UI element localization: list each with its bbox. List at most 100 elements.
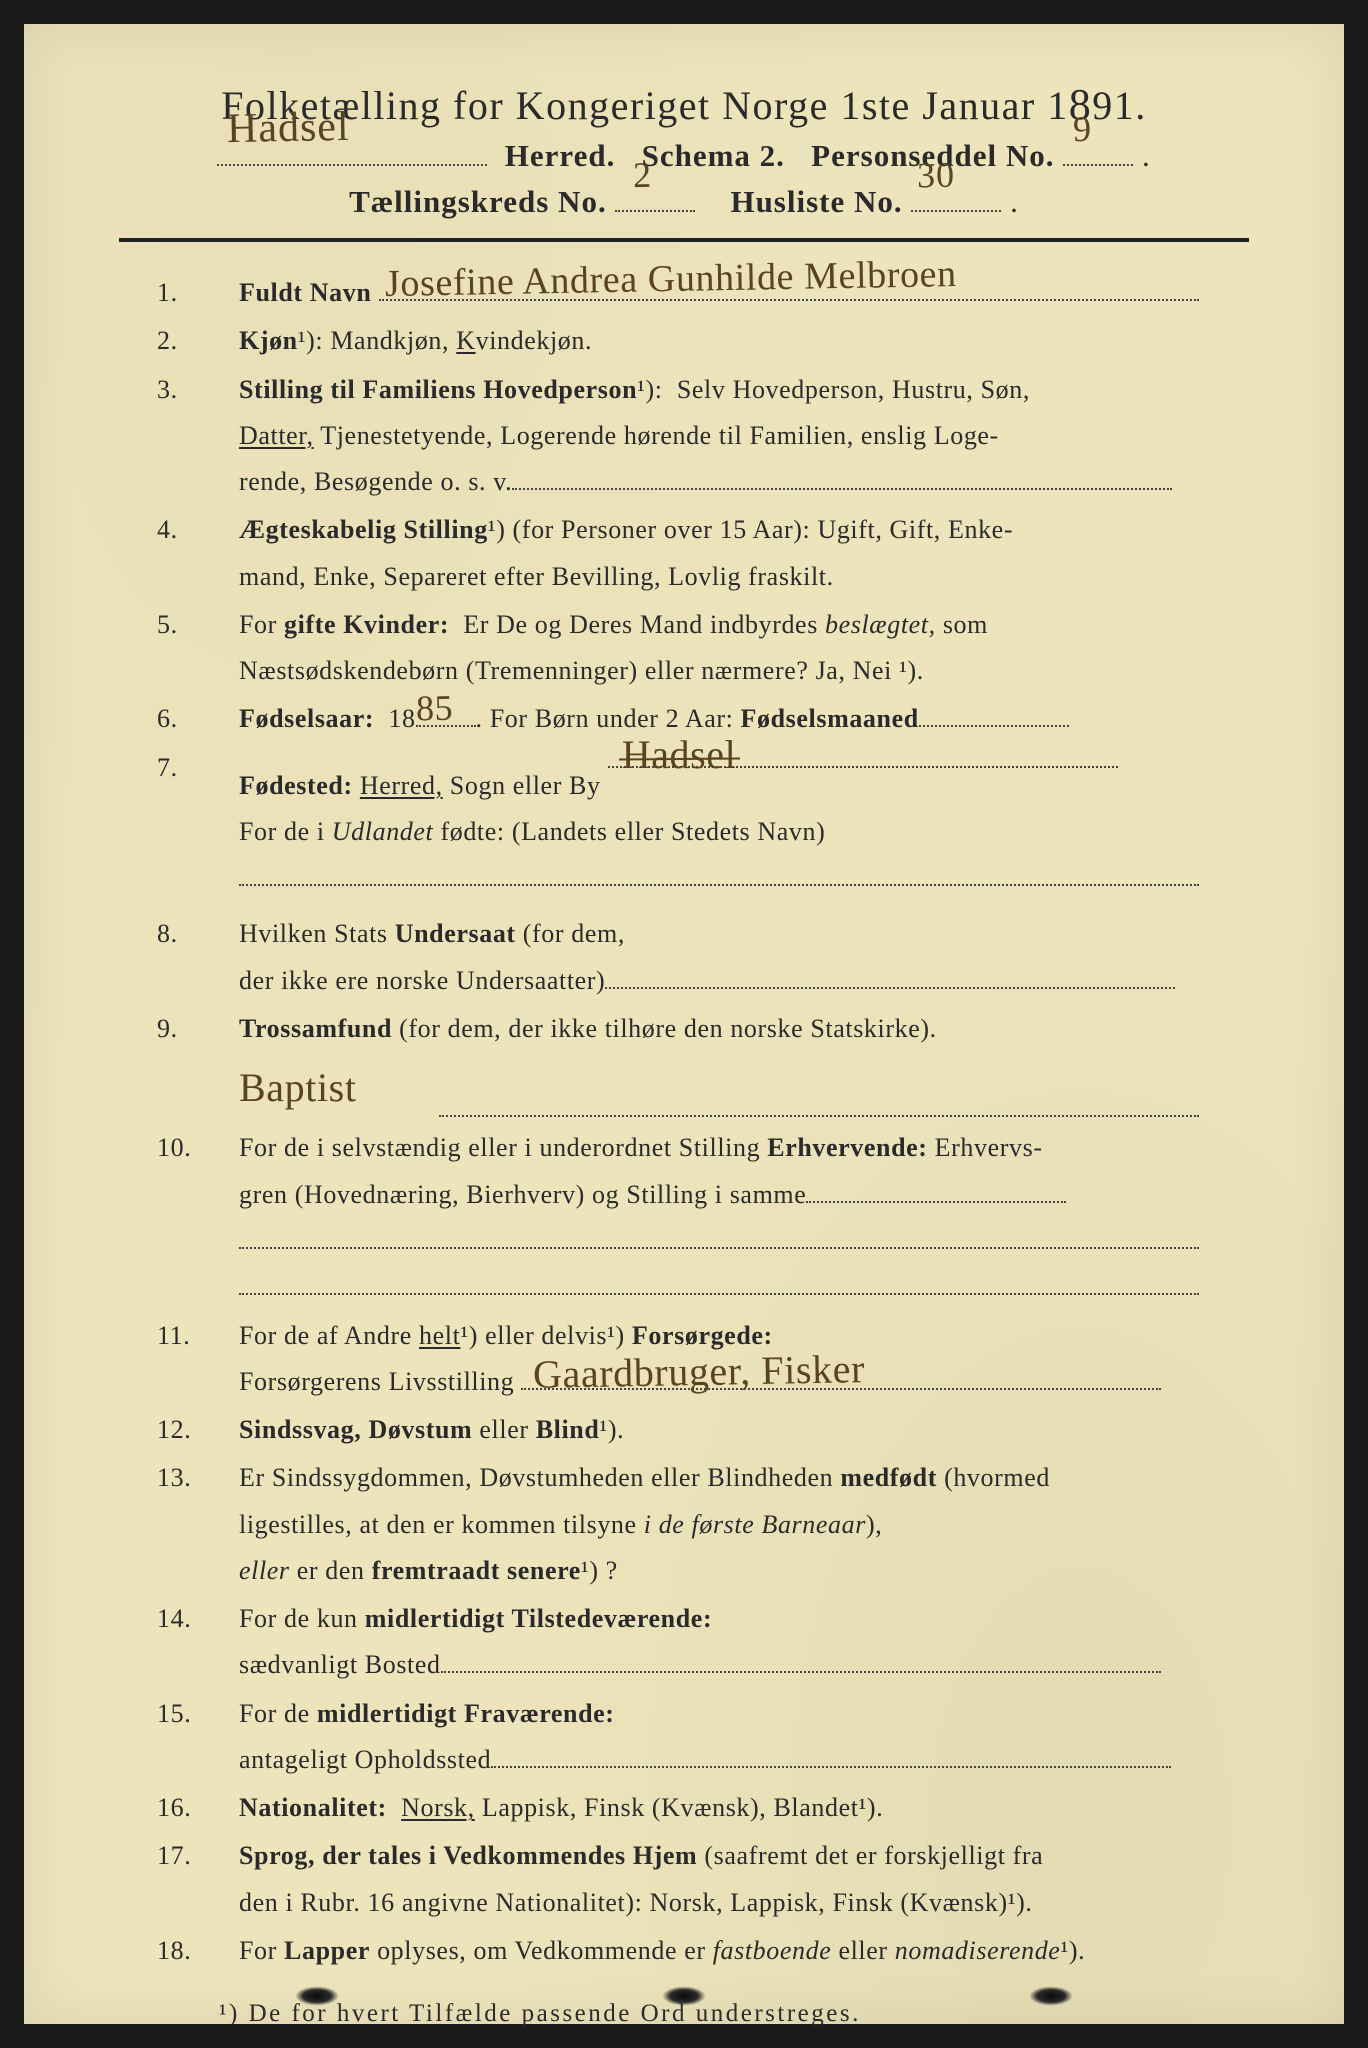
hand-husliste: 30	[917, 154, 956, 197]
item-8-l1: Hvilken Stats	[239, 919, 395, 948]
item-4-l1: Ugift, Gift, Enke-	[817, 515, 1013, 544]
item-11-sel: helt	[419, 1321, 460, 1350]
item-1: Fuldt Navn Josefine Andrea Gunhilde Melb…	[119, 270, 1249, 316]
item-13-em: i de første Barneaar	[644, 1510, 866, 1539]
item-7-label: Fødested:	[239, 771, 353, 800]
header-rule	[119, 238, 1249, 242]
item-2-sel: K	[456, 326, 475, 355]
item-13-l1a: Er Sindssygdommen, Døvstumheden eller Bl…	[239, 1463, 840, 1492]
item-17-l1: (saafremt det er forskjelligt fra	[697, 1841, 1043, 1870]
item-16-rest: Lappisk, Finsk (Kvænsk), Blandet¹).	[475, 1793, 884, 1822]
husliste-label: Husliste No.	[730, 184, 902, 219]
item-10-l2: gren (Hovednæring, Bierhverv) og Stillin…	[239, 1180, 806, 1209]
item-2-opt1: Mandkjøn,	[330, 326, 456, 355]
item-4: Ægteskabelig Stilling¹) (for Personer ov…	[119, 507, 1249, 600]
item-7-l2em: Udlandet	[332, 817, 434, 846]
item-7: Fødested: Herred, Sogn eller By Hadsel F…	[119, 745, 1249, 902]
item-18-l1b: oplyses, om Vedkommende er	[370, 1936, 713, 1965]
item-18-em1: fastboende	[713, 1936, 832, 1965]
schema-label: Schema 2.	[642, 138, 785, 173]
herred-fill: Hadsel	[217, 138, 487, 166]
item-6-fill: 85	[416, 704, 476, 727]
item-12: Sindssvag, Døvstum eller Blind¹).	[119, 1407, 1249, 1453]
hole-icon	[1029, 1986, 1073, 2006]
item-5: For gifte Kvinder: Er De og Deres Mand i…	[119, 602, 1249, 695]
item-15-l1: For de	[239, 1699, 317, 1728]
item-10-fill3	[239, 1273, 1199, 1295]
item-18-sup: ¹).	[1060, 1936, 1085, 1965]
item-11-sup: ¹)	[460, 1321, 478, 1350]
item-16-label: Nationalitet:	[239, 1793, 387, 1822]
item-9: Trossamfund (for dem, der ikke tilhøre d…	[119, 1006, 1249, 1123]
kreds-label: Tællingskreds No.	[349, 184, 607, 219]
item-9-label: Trossamfund	[239, 1014, 392, 1043]
item-5-l1: Er De og Deres Mand indbyrdes	[463, 610, 825, 639]
item-8: Hvilken Stats Undersaat (for dem, der ik…	[119, 911, 1249, 1004]
item-10-l1b: Erhvervs-	[928, 1133, 1043, 1162]
item-10-label: Erhvervende:	[767, 1133, 927, 1162]
item-18: For Lapper oplyses, om Vedkommende er fa…	[119, 1928, 1249, 1974]
item-15-fill	[491, 1746, 1171, 1768]
item-12-sup: ¹).	[599, 1415, 624, 1444]
item-2-note: ¹):	[298, 326, 323, 355]
item-5-em: beslægtet,	[825, 610, 936, 639]
item-5-label: gifte Kvinder:	[284, 610, 449, 639]
item-7-l2a: For de i	[239, 817, 332, 846]
herred-label: Herred.	[505, 138, 616, 173]
item-14-l1: For de kun	[239, 1604, 365, 1633]
item-14-l2: sædvanligt Bosted	[239, 1650, 441, 1679]
item-1-label: Fuldt Navn	[239, 278, 371, 307]
item-12-label2: Blind	[536, 1415, 600, 1444]
item-11: For de af Andre helt¹) eller delvis¹) Fo…	[119, 1313, 1249, 1406]
item-7-fill: Hadsel	[608, 745, 1118, 768]
item-12-label: Sindssvag, Døvstum	[239, 1415, 472, 1444]
item-16: Nationalitet: Norsk, Lappisk, Finsk (Kvæ…	[119, 1785, 1249, 1831]
item-13-l2b: ),	[866, 1510, 882, 1539]
item-9-l1: (for dem, der ikke tilhøre den norske St…	[392, 1014, 937, 1043]
item-3-l1: Selv Hovedperson, Hustru, Søn,	[677, 375, 1030, 404]
hole-icon	[295, 1986, 339, 2006]
item-4-l2: mand, Enke, Separeret efter Bevilling, L…	[239, 562, 834, 591]
census-form-page: Folketælling for Kongeriget Norge 1ste J…	[24, 24, 1344, 2024]
item-10-fill	[806, 1181, 1066, 1203]
item-12-post: eller	[472, 1415, 535, 1444]
hand-religion: Baptist	[239, 1065, 357, 1110]
item-8-label: Undersaat	[395, 919, 516, 948]
item-1-fill: Josefine Andrea Gunhilde Melbroen	[379, 278, 1199, 301]
item-3-sel: Datter,	[239, 421, 314, 450]
item-8-l1b: (for dem,	[516, 919, 625, 948]
personseddel-fill: 9	[1063, 138, 1133, 166]
hand-herred: Hadsel	[227, 103, 350, 153]
item-7-sel: Herred,	[360, 771, 443, 800]
hand-name: Josefine Andrea Gunhilde Melbroen	[384, 241, 957, 319]
subheader-1: Hadsel Herred. Schema 2. Personseddel No…	[119, 138, 1249, 174]
hand-year: 85	[415, 676, 453, 741]
item-3-note: ¹):	[637, 375, 662, 404]
item-15-label: midlertidigt Fraværende:	[317, 1699, 615, 1728]
item-13-label: medfødt	[840, 1463, 937, 1492]
item-10: For de i selvstændig eller i underordnet…	[119, 1125, 1249, 1310]
item-2-rest: vindekjøn.	[476, 326, 593, 355]
form-header: Folketælling for Kongeriget Norge 1ste J…	[119, 79, 1249, 220]
item-11-fill: Gaardbruger, Fisker	[521, 1366, 1161, 1389]
item-14-fill	[441, 1651, 1161, 1673]
item-8-fill	[605, 967, 1175, 989]
item-3-l2: Tjenestetyende, Logerende hørende til Fa…	[314, 421, 999, 450]
item-13: Er Sindssygdommen, Døvstumheden eller Bl…	[119, 1455, 1249, 1594]
item-17-l2: den i Rubr. 16 angivne Nationalitet): No…	[239, 1888, 1032, 1917]
item-18-em2: nomadiserende	[895, 1936, 1061, 1965]
item-2: Kjøn¹): Mandkjøn, Kvindekjøn.	[119, 318, 1249, 364]
item-13-l1b: (hvormed	[937, 1463, 1050, 1492]
item-6-label2: Fødselsmaaned	[741, 704, 919, 733]
hand-kreds: 2	[633, 154, 653, 196]
item-18-label: Lapper	[284, 1936, 370, 1965]
item-5-l2: Næstsødskendebørn (Tremenninger) eller n…	[239, 656, 924, 685]
item-8-l2: der ikke ere norske Undersaatter)	[239, 966, 605, 995]
item-5-l1b: som	[936, 610, 988, 639]
item-13-l2a: ligestilles, at den er kommen tilsyne	[239, 1510, 644, 1539]
item-18-l1: For	[239, 1936, 284, 1965]
item-2-label: Kjøn	[239, 326, 298, 355]
title-year-91: 91.	[1092, 83, 1147, 128]
item-13-l3b: er den	[290, 1556, 372, 1585]
hand-forsorger: Gaardbruger, Fisker	[533, 1333, 866, 1410]
